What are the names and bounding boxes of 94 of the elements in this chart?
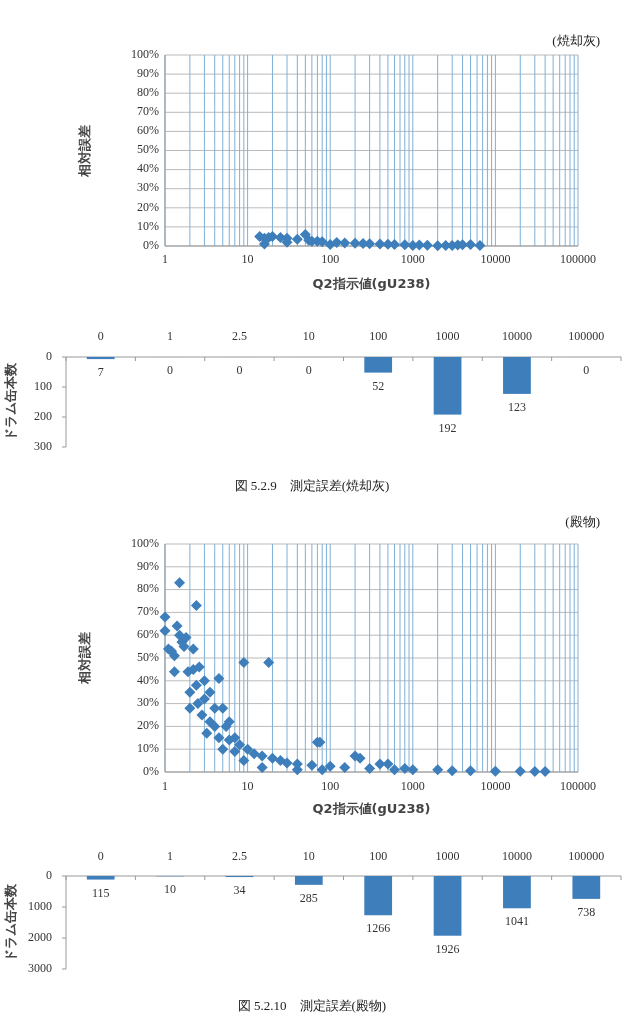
data-label: 123 xyxy=(507,399,526,414)
y-axis-title: ドラム缶本数 xyxy=(2,882,18,962)
y-tick-label: 10% xyxy=(137,740,159,755)
caption: 図 5.2.10 測定誤差(殿物) xyxy=(237,998,387,1013)
data-label: 52 xyxy=(372,378,385,393)
y-tick-label: 300 xyxy=(34,438,52,453)
x-tick-label: 2.5 xyxy=(231,849,247,863)
data-label: 0 xyxy=(583,363,590,377)
y-tick-label: 200 xyxy=(34,408,52,423)
y-tick-label: 40% xyxy=(137,672,159,687)
y-tick-label: 100% xyxy=(131,535,159,550)
y-tick-label: 3000 xyxy=(28,960,52,975)
bar xyxy=(86,357,115,360)
bar xyxy=(364,357,393,373)
y-tick-label: 90% xyxy=(137,558,159,573)
y-tick-label: 2000 xyxy=(28,929,52,944)
x-tick-label: 0 xyxy=(97,329,104,343)
x-tick-label: 1000 xyxy=(400,252,425,266)
x-tick-label: 10 xyxy=(241,252,254,266)
x-tick-label: 1000 xyxy=(435,849,460,863)
y-axis-title: 相対誤差 xyxy=(76,632,92,685)
y-tick-label: 20% xyxy=(137,718,159,733)
x-tick-label: 100000 xyxy=(560,779,596,793)
y-tick-label: 90% xyxy=(137,65,159,80)
data-label: 0 xyxy=(167,363,174,377)
bar xyxy=(294,876,323,885)
x-tick-label: 10000 xyxy=(480,252,511,266)
data-label: 285 xyxy=(299,890,318,905)
y-tick-label: 70% xyxy=(137,604,159,619)
x-tick-label: 1 xyxy=(167,329,174,343)
text: (殿物) xyxy=(565,514,600,529)
x-tick-label: 1000 xyxy=(435,329,460,343)
data-label: 1266 xyxy=(366,921,391,936)
y-tick-label: 30% xyxy=(137,180,159,195)
y-axis-title: 相対誤差 xyxy=(76,124,92,178)
data-label: 192 xyxy=(438,420,457,435)
data-label: 1926 xyxy=(435,941,460,956)
x-tick-label: 100 xyxy=(369,329,388,343)
x-tick-label: 2.5 xyxy=(231,329,247,343)
y-tick-label: 70% xyxy=(137,104,159,119)
x-tick-label: 10000 xyxy=(501,329,532,343)
y-tick-label: 0% xyxy=(143,763,159,778)
x-tick-label: 10000 xyxy=(480,779,511,793)
data-label: 10 xyxy=(164,882,177,897)
x-tick-label: 100 xyxy=(321,779,340,793)
x-tick-label: 100 xyxy=(369,849,388,863)
y-tick-label: 0% xyxy=(143,237,159,252)
bar xyxy=(433,876,462,936)
bar xyxy=(572,876,601,899)
y-tick-label: 60% xyxy=(137,626,159,641)
y-tick-label: 80% xyxy=(137,84,159,99)
y-tick-label: 10% xyxy=(137,218,159,233)
x-tick-label: 100000 xyxy=(560,252,596,266)
y-tick-label: 80% xyxy=(137,581,159,596)
y-tick-label: 1000 xyxy=(28,898,52,913)
y-tick-label: 0 xyxy=(46,867,52,882)
x-tick-label: 10 xyxy=(302,849,315,863)
x-tick-label: 1 xyxy=(167,849,174,863)
y-tick-label: 30% xyxy=(137,695,159,710)
y-tick-label: 50% xyxy=(137,649,159,664)
x-tick-label: 10 xyxy=(241,779,254,793)
x-tick-label: 0 xyxy=(97,849,104,863)
y-tick-label: 20% xyxy=(137,199,159,214)
x-tick-label: 1 xyxy=(162,252,168,266)
caption: 図 5.2.9 測定誤差(焼却灰) xyxy=(234,478,390,493)
y-tick-label: 60% xyxy=(137,123,159,138)
data-label: 1041 xyxy=(504,914,529,929)
y-axis-title: ドラム缶本数 xyxy=(2,362,18,441)
x-axis-title: Q2指示値(gU238) xyxy=(312,276,431,291)
y-tick-label: 40% xyxy=(137,161,159,176)
x-tick-label: 100000 xyxy=(568,849,605,863)
x-tick-label: 10000 xyxy=(501,849,532,863)
bar xyxy=(433,357,462,415)
x-tick-label: 100 xyxy=(321,252,340,266)
x-tick-label: 1 xyxy=(162,779,168,793)
text: (焼却灰) xyxy=(552,33,600,48)
y-tick-label: 100 xyxy=(34,378,52,393)
data-label: 738 xyxy=(577,904,596,919)
x-tick-label: 100000 xyxy=(568,329,605,343)
bar xyxy=(86,876,115,880)
data-label: 115 xyxy=(91,885,110,900)
bar xyxy=(503,876,531,909)
data-label: 34 xyxy=(233,883,246,898)
y-tick-label: 100% xyxy=(131,46,159,61)
x-tick-label: 1000 xyxy=(400,779,425,793)
bar xyxy=(503,357,531,394)
bar xyxy=(364,876,393,916)
data-label: 7 xyxy=(97,365,104,380)
data-label: 0 xyxy=(236,363,243,377)
y-tick-label: 50% xyxy=(137,142,159,157)
data-label: 0 xyxy=(305,363,312,377)
y-tick-label: 0 xyxy=(46,348,52,363)
x-axis-title: Q2指示値(gU238) xyxy=(312,801,431,816)
x-tick-label: 10 xyxy=(302,329,315,343)
